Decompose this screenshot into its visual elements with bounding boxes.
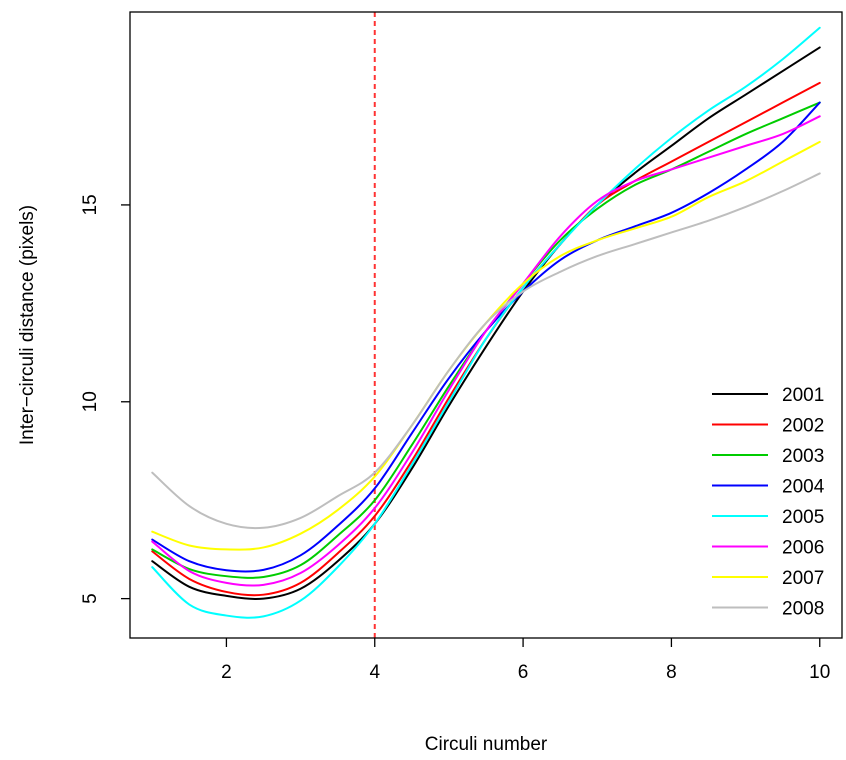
- x-axis-title: Circuli number: [425, 734, 548, 755]
- legend: 2001 2002 2003 2004 2005 2006 2007 2008: [712, 385, 825, 620]
- legend-label-2003: 2003: [782, 446, 824, 467]
- series-line-2005: [151, 26, 821, 619]
- ticks-layer: 2 4 6 8 10 5 10 15: [80, 194, 830, 683]
- y-axis-title: Inter−circuli distance (pixels): [17, 205, 38, 445]
- x-tick-label: 2: [221, 662, 232, 683]
- series-line-2008: [151, 172, 821, 530]
- series-line-2006: [151, 115, 821, 587]
- legend-label-2007: 2007: [782, 568, 824, 589]
- legend-label-2005: 2005: [782, 507, 824, 528]
- y-tick-label: 10: [80, 391, 101, 412]
- legend-label-2008: 2008: [782, 599, 824, 620]
- x-tick-label: 6: [518, 662, 529, 683]
- x-tick-label: 8: [666, 662, 677, 683]
- y-tick-label: 5: [80, 593, 101, 604]
- legend-label-2006: 2006: [782, 538, 824, 559]
- plot-frame: [129, 11, 843, 639]
- x-tick-label: 10: [809, 662, 830, 683]
- series-layer: [151, 26, 821, 619]
- legend-label-2001: 2001: [782, 385, 824, 406]
- y-tick-label: 15: [80, 194, 101, 215]
- x-tick-label: 4: [369, 662, 380, 683]
- legend-label-2004: 2004: [782, 477, 825, 498]
- series-line-2001: [151, 46, 821, 600]
- legend-label-2002: 2002: [782, 416, 824, 437]
